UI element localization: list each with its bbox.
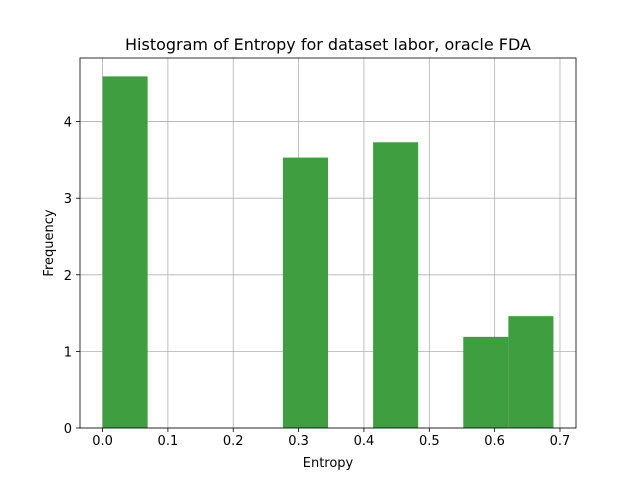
x-tick-label-4: 0.4 [354, 434, 375, 449]
x-axis-label: Entropy [303, 456, 354, 471]
plot-frame [79, 57, 577, 429]
y-tick-label-4: 4 [64, 116, 72, 131]
x-tick-label-0: 0.0 [92, 434, 113, 449]
y-tick-label-0: 0 [64, 422, 72, 437]
y-axis-ticks: 0 1 2 3 4 [64, 116, 80, 437]
histogram-bar-6 [373, 142, 419, 428]
x-tick-label-1: 0.1 [158, 434, 179, 449]
y-tick-label-1: 1 [64, 345, 72, 360]
x-tick-label-7: 0.7 [550, 434, 571, 449]
histogram-bar-0 [102, 76, 148, 428]
x-tick-label-6: 0.6 [484, 434, 505, 449]
x-axis-ticks: 0.0 0.1 0.2 0.3 0.4 0.5 0.6 0.7 [92, 428, 570, 449]
x-tick-label-3: 0.3 [288, 434, 309, 449]
y-tick-label-2: 2 [64, 269, 72, 284]
chart-title: Histogram of Entropy for dataset labor, … [125, 35, 531, 54]
histogram-bar-8 [463, 336, 509, 428]
x-tick-label-5: 0.5 [419, 434, 440, 449]
y-tick-label-3: 3 [64, 192, 72, 207]
histogram-bar-4 [282, 157, 328, 428]
histogram-bar-9 [508, 316, 554, 428]
x-tick-label-2: 0.2 [223, 434, 244, 449]
bars [102, 76, 554, 428]
y-axis-label: Frequency [42, 209, 57, 276]
